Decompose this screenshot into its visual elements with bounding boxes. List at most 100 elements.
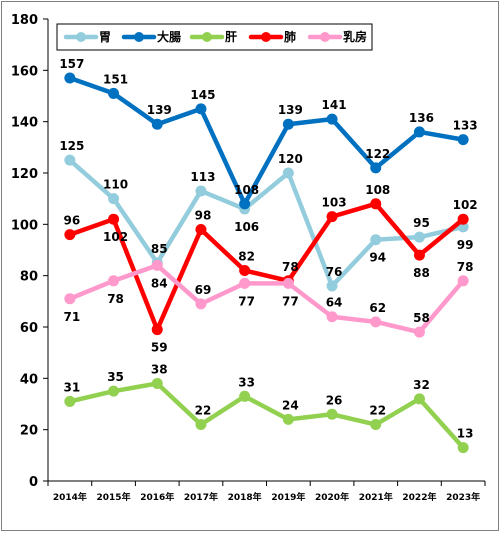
series-1 — [64, 72, 469, 210]
data-label: 120 — [278, 152, 303, 166]
data-point — [282, 413, 294, 425]
x-tick-label: 2020年 — [315, 491, 349, 503]
data-point — [239, 277, 251, 289]
data-label: 96 — [63, 214, 80, 228]
data-label: 106 — [234, 220, 259, 234]
legend: 胃 大腸 肝 肺 乳房 — [56, 23, 373, 51]
y-tick-label: 160 — [11, 64, 38, 79]
data-point — [195, 298, 207, 310]
data-label: 58 — [413, 311, 430, 325]
data-point — [370, 198, 382, 210]
x-tick-label: 2017年 — [184, 491, 218, 503]
data-point — [64, 229, 76, 241]
data-label: 151 — [103, 72, 128, 86]
data-point — [457, 275, 469, 287]
legend-swatch-marker — [202, 32, 212, 42]
legend-label: 肝 — [225, 29, 237, 44]
data-label: 38 — [151, 362, 168, 376]
data-label: 122 — [365, 147, 390, 161]
data-label: 113 — [190, 170, 215, 184]
x-tick-label: 2014年 — [53, 491, 87, 503]
data-point — [64, 293, 76, 305]
data-point — [64, 154, 76, 166]
legend-label: 乳房 — [343, 29, 367, 44]
data-label: 98 — [195, 208, 212, 222]
data-point — [239, 390, 251, 402]
series-2 — [64, 377, 469, 454]
y-tick-label: 140 — [11, 116, 38, 131]
data-point — [413, 231, 425, 243]
data-label: 13 — [457, 427, 474, 441]
data-label: 76 — [326, 265, 343, 279]
data-label: 69 — [195, 283, 212, 297]
data-label: 139 — [278, 103, 303, 117]
data-label: 102 — [453, 198, 478, 212]
data-label: 78 — [107, 292, 124, 306]
data-point — [413, 326, 425, 338]
data-point — [370, 234, 382, 246]
data-point — [239, 198, 251, 210]
y-tick-label: 100 — [11, 218, 38, 233]
data-label: 71 — [63, 310, 80, 324]
y-tick-label: 80 — [20, 270, 38, 285]
data-point — [282, 277, 294, 289]
data-label: 84 — [151, 276, 168, 290]
data-point — [195, 103, 207, 115]
data-point — [195, 185, 207, 197]
y-axis: 0 20 40 60 80 100 120 140 160 180 — [11, 13, 49, 490]
data-label: 94 — [369, 251, 386, 265]
y-tick-label: 0 — [29, 475, 38, 490]
data-label: 82 — [238, 250, 255, 264]
legend-swatch-marker — [261, 32, 271, 42]
data-point — [64, 395, 76, 407]
series-0 — [64, 154, 469, 292]
x-tick-label: 2022年 — [402, 491, 436, 503]
data-label: 31 — [63, 380, 80, 394]
data-label: 103 — [322, 196, 347, 210]
data-label: 77 — [238, 294, 255, 308]
data-point — [370, 316, 382, 328]
data-label: 139 — [147, 103, 172, 117]
series-line — [67, 263, 466, 335]
x-tick-label: 2023年 — [446, 491, 480, 503]
legend-swatch-marker — [320, 32, 330, 42]
x-axis: 2014年 2015年 2016年 2017年 2018年 2019年 2020年 2021年… — [47, 480, 486, 503]
data-point — [239, 265, 251, 277]
series-line — [67, 381, 466, 450]
data-point — [108, 87, 120, 99]
data-point — [195, 223, 207, 235]
data-point — [151, 259, 163, 271]
data-label: 32 — [413, 378, 430, 392]
series-line — [67, 75, 466, 207]
data-point — [326, 211, 338, 223]
data-label: 102 — [103, 230, 128, 244]
data-point — [108, 385, 120, 397]
data-label: 78 — [282, 260, 299, 274]
legend-item: 乳房 — [307, 29, 367, 44]
data-label: 59 — [151, 341, 168, 355]
data-point — [108, 193, 120, 205]
data-point — [457, 213, 469, 225]
data-label: 33 — [238, 375, 255, 389]
data-label: 99 — [457, 238, 474, 252]
series-4 — [64, 259, 469, 338]
x-tick-label: 2016年 — [140, 491, 174, 503]
series-line — [67, 157, 466, 289]
y-tick-label: 20 — [20, 424, 38, 439]
data-label: 95 — [413, 216, 430, 230]
data-label: 26 — [326, 393, 343, 407]
legend-item: 肝 — [189, 29, 237, 44]
data-point — [64, 72, 76, 84]
data-label: 108 — [234, 183, 259, 197]
data-label: 78 — [457, 260, 474, 274]
data-point — [108, 275, 120, 287]
y-tick-label: 120 — [11, 167, 38, 182]
data-label: 85 — [151, 242, 168, 256]
data-labels-layer: 125 110 85 113 106 120 76 94 95 99 157 151 139 145 108… — [59, 57, 477, 441]
x-tick-label: 2015年 — [97, 491, 131, 503]
x-tick-label: 2019年 — [271, 491, 305, 503]
legend-item: 大腸 — [121, 29, 181, 44]
legend-swatch-marker — [76, 32, 86, 42]
